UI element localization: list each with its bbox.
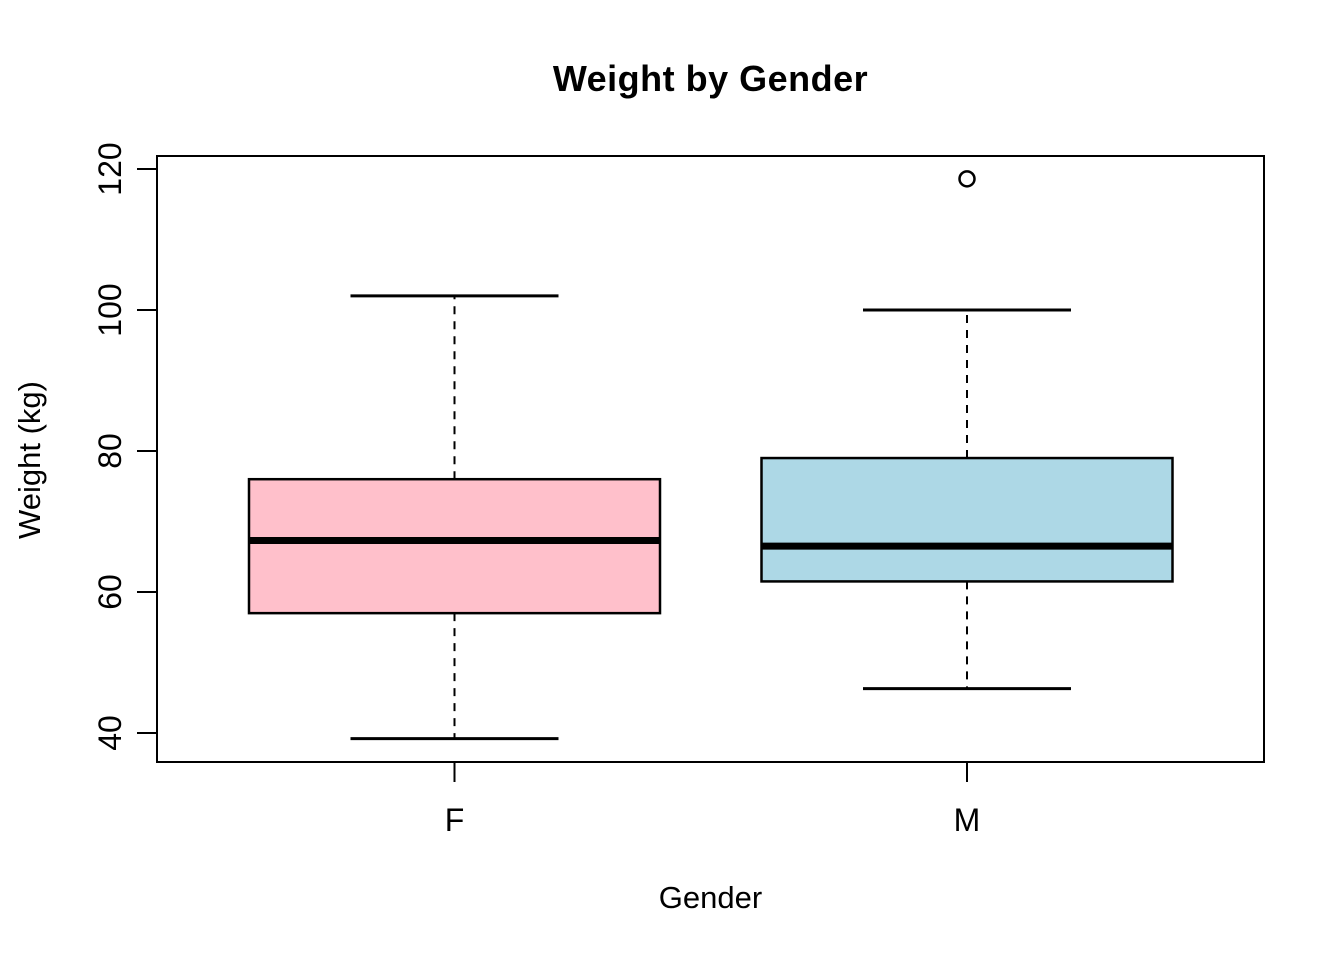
x-tick-label-f: F — [444, 802, 465, 838]
y-tick-label: 60 — [92, 574, 128, 610]
m-outlier-point — [958, 170, 976, 188]
x-axis-label: Gender — [658, 880, 763, 915]
y-tick-label: 80 — [92, 433, 128, 469]
x-tick-label-m: M — [953, 802, 981, 838]
m-iqr-box — [760, 456, 1174, 583]
y-tick-label: 100 — [92, 283, 128, 337]
y-tick-label: 40 — [92, 715, 128, 751]
f-iqr-box — [247, 477, 662, 615]
chart-title: Weight by Gender — [552, 58, 869, 99]
y-tick-label: 120 — [92, 142, 128, 196]
plot-border — [156, 155, 1265, 763]
y-axis-label: Weight (kg) — [12, 381, 47, 539]
